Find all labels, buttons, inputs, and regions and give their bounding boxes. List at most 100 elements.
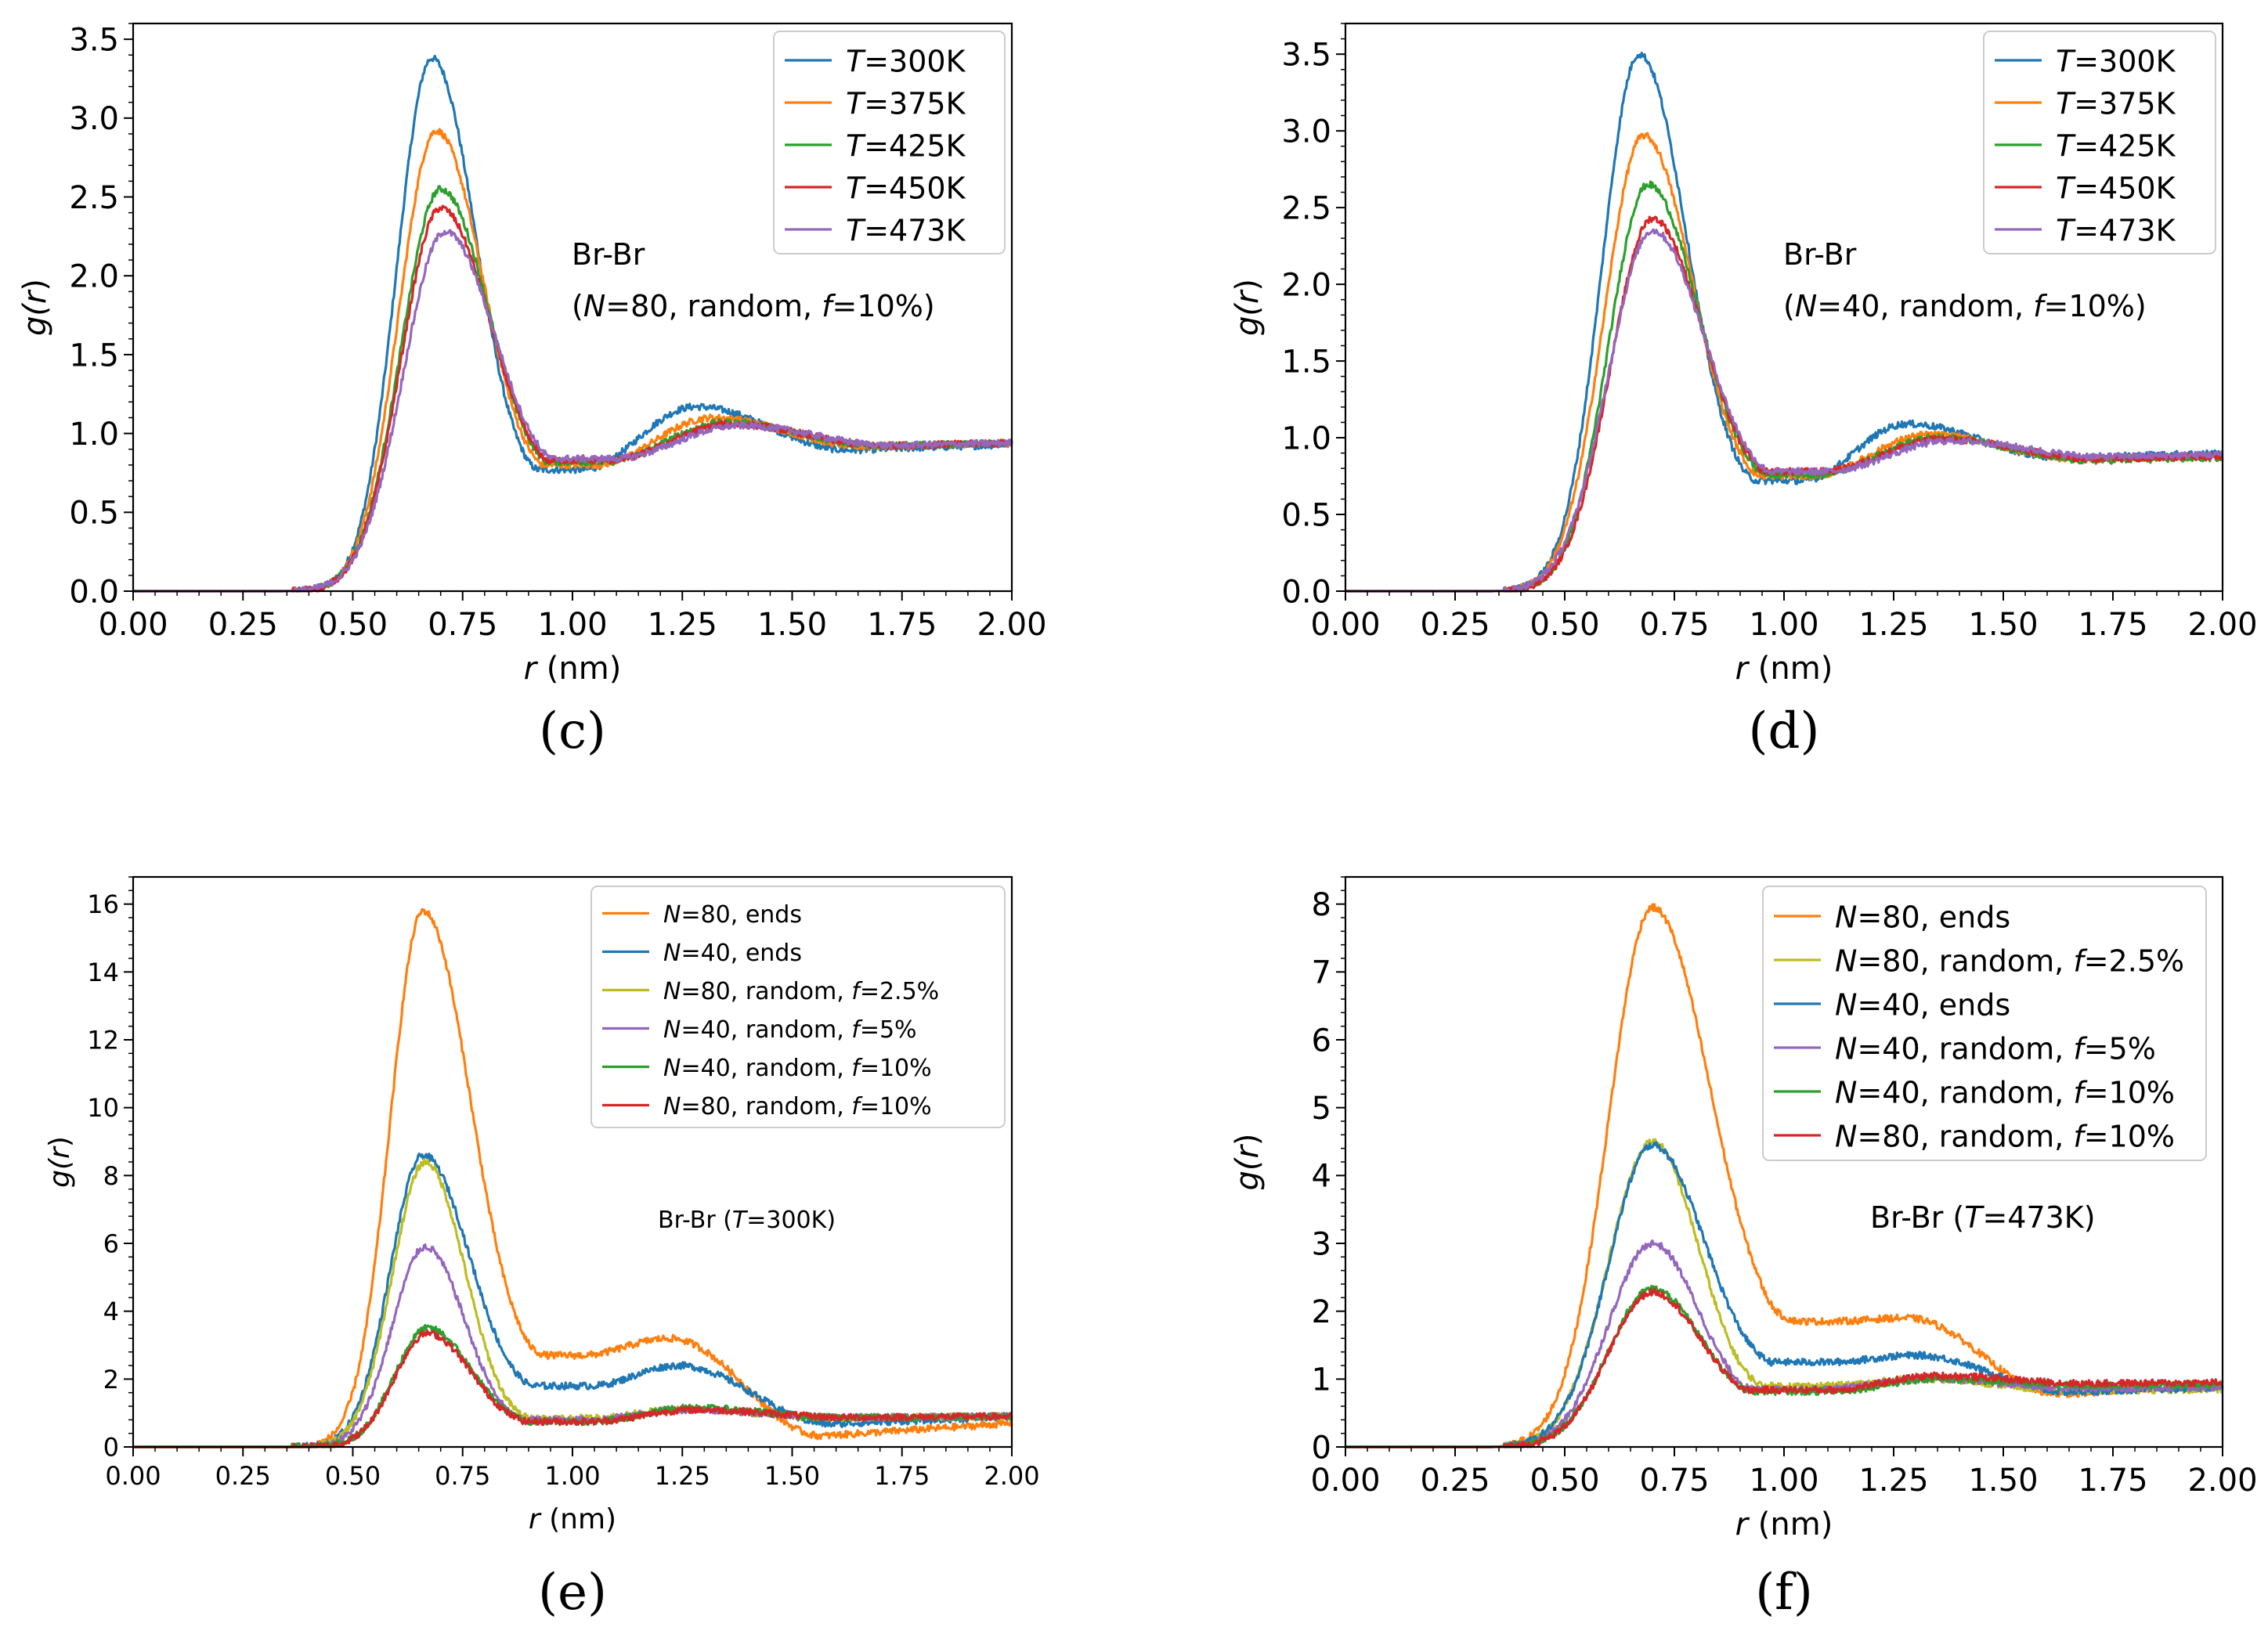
x-tick-label: 0.50 <box>325 1461 381 1491</box>
chart-panel-c: 0.00 0.25 0.50 0.75 1.00 1.25 1.50 1.75 2.00 0.0 0… <box>17 23 1047 760</box>
y-tick-label: 1.5 <box>69 337 119 373</box>
x-tick-label: 1.50 <box>764 1461 820 1491</box>
legend-label-4: T=450K <box>2056 171 2176 205</box>
y-tick-label: 2.0 <box>69 259 119 295</box>
y-tick-label: 3.5 <box>69 23 119 59</box>
legend-label-5: N=40, random, f=10% <box>1835 1075 2175 1109</box>
x-tick-label: 0.50 <box>1529 607 1599 643</box>
y-tick-label: 2 <box>1312 1294 1331 1330</box>
panel-label: (f) <box>1755 1564 1813 1622</box>
y-tick-label: 0 <box>103 1433 119 1463</box>
y-tick-label: 0.5 <box>1281 497 1331 533</box>
x-tick-label: 2.00 <box>2187 1463 2257 1499</box>
legend-label-3: N=40, ends <box>1835 987 2010 1022</box>
x-tick-label: 0.75 <box>435 1461 490 1491</box>
legend-box <box>590 886 1006 1128</box>
legend-label-2: T=375K <box>846 86 966 121</box>
y-tick-label: 8 <box>103 1161 119 1191</box>
x-tick-label: 1.50 <box>1968 1463 2038 1499</box>
x-tick-label: 1.75 <box>867 607 937 643</box>
annotation-line-1: Br-Br (T=300K) <box>658 1207 836 1234</box>
x-axis-title: r (nm) <box>529 1503 616 1535</box>
annotation-line-2: (N=40, random, f=10%) <box>1783 289 2147 323</box>
panel-label: (e) <box>538 1564 607 1622</box>
y-axis-title: g(r) <box>1230 279 1266 336</box>
legend-label-6: N=80, random, f=10% <box>663 1093 932 1120</box>
x-tick-label: 0.75 <box>1639 607 1709 643</box>
legend-label-5: T=473K <box>846 213 966 247</box>
x-tick-label: 0.00 <box>105 1461 161 1491</box>
annotation-line-2: (N=80, random, f=10%) <box>572 289 935 323</box>
x-tick-label: 1.25 <box>1858 1463 1928 1499</box>
x-tick-label: 0.50 <box>1529 1463 1599 1499</box>
legend-label-4: T=450K <box>846 171 966 205</box>
y-tick-label: 1.5 <box>1281 344 1331 380</box>
y-tick-label: 4 <box>103 1297 119 1326</box>
legend-label-2: T=375K <box>2056 86 2176 121</box>
legend-label-6: N=80, random, f=10% <box>1835 1119 2175 1153</box>
x-tick-label: 2.00 <box>977 607 1046 643</box>
y-axis-title: g(r) <box>17 279 53 336</box>
y-tick-label: 14 <box>87 958 119 987</box>
y-tick-label: 2.5 <box>69 180 119 216</box>
x-tick-label: 0.25 <box>1420 607 1490 643</box>
annotation-line-1: Br-Br <box>572 237 645 272</box>
y-tick-label: 1.0 <box>69 417 119 453</box>
x-tick-label: 1.75 <box>2078 1463 2147 1499</box>
legend-label-3: T=425K <box>846 128 966 163</box>
chart-panel-f: 0.00 0.25 0.50 0.75 1.00 1.25 1.50 1.75 2.00 0 1 2 3… <box>1230 875 2258 1622</box>
legend-box <box>1983 31 2216 254</box>
y-tick-label: 2 <box>103 1365 119 1394</box>
y-tick-label: 5 <box>1312 1091 1331 1127</box>
x-axis-title: r (nm) <box>1735 1506 1833 1542</box>
y-tick-label: 3 <box>1312 1226 1331 1262</box>
x-tick-label: 1.00 <box>1749 1463 1818 1499</box>
x-tick-label: 1.25 <box>648 607 717 643</box>
x-tick-label: 0.25 <box>1420 1463 1490 1499</box>
y-tick-label: 10 <box>87 1093 119 1123</box>
x-tick-label: 2.00 <box>984 1461 1039 1491</box>
legend-label-2: N=80, random, f=2.5% <box>1835 943 2184 978</box>
legend-box <box>1762 886 2207 1161</box>
legend-box <box>773 31 1006 254</box>
chart-panel-d: 0.00 0.25 0.50 0.75 1.00 1.25 1.50 1.75 2.00 0.0 0… <box>1230 22 2258 760</box>
legend-label-1: N=80, ends <box>1835 900 2010 934</box>
y-tick-label: 3.0 <box>1281 114 1331 150</box>
y-tick-label: 16 <box>87 889 119 919</box>
legend-label-1: T=300K <box>846 44 966 78</box>
x-tick-label: 0.75 <box>428 607 497 643</box>
x-tick-label: 0.25 <box>215 1461 271 1491</box>
x-tick-label: 0.75 <box>1639 1463 1709 1499</box>
y-tick-label: 6 <box>1312 1023 1331 1059</box>
x-tick-label: 0.00 <box>1310 607 1380 643</box>
x-tick-label: 1.75 <box>874 1461 930 1491</box>
x-axis-title: r (nm) <box>1735 651 1833 687</box>
y-tick-label: 2.5 <box>1281 191 1331 227</box>
y-axis-title: g(r) <box>1230 1133 1266 1190</box>
annotation-line-1: Br-Br <box>1783 237 1857 272</box>
y-tick-label: 4 <box>1312 1159 1331 1195</box>
x-tick-label: 1.75 <box>2078 607 2147 643</box>
panel-label: (d) <box>1749 702 1820 760</box>
x-tick-label: 1.50 <box>757 607 827 643</box>
x-tick-label: 1.25 <box>655 1461 710 1491</box>
x-axis-title: r (nm) <box>524 651 622 687</box>
y-axis-title: g(r) <box>44 1136 76 1188</box>
chart-panel-e: 0.00 0.25 0.50 0.75 1.00 1.25 1.50 1.75 2.00 0 2 4 6… <box>44 875 1040 1622</box>
y-tick-label: 1 <box>1312 1362 1331 1398</box>
x-tick-label: 1.00 <box>1749 607 1818 643</box>
y-tick-label: 12 <box>87 1026 119 1055</box>
y-tick-label: 0.5 <box>69 496 119 532</box>
x-tick-label: 2.00 <box>2187 607 2257 643</box>
y-tick-label: 0 <box>1312 1430 1331 1466</box>
legend-label-5: N=40, random, f=10% <box>663 1055 932 1082</box>
x-tick-label: 1.00 <box>544 1461 600 1491</box>
y-tick-label: 2.0 <box>1281 268 1331 304</box>
y-tick-label: 0.0 <box>69 574 119 610</box>
legend-label-2: N=40, ends <box>663 940 802 967</box>
x-tick-label: 0.00 <box>98 607 168 643</box>
y-tick-label: 8 <box>1312 887 1331 923</box>
y-tick-label: 3.5 <box>1281 38 1331 74</box>
annotation-line-1: Br-Br (T=473K) <box>1870 1200 2096 1235</box>
